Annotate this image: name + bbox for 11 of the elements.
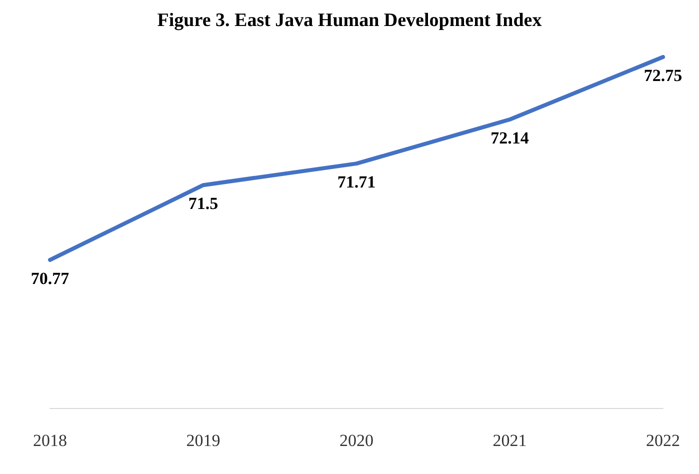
x-tick-label: 2021 [492, 431, 527, 450]
x-tick-label: 2018 [33, 431, 67, 450]
data-label: 71.5 [188, 194, 218, 214]
x-tick-label: 2020 [340, 431, 374, 450]
chart-title: Figure 3. East Java Human Development Index [157, 10, 542, 31]
x-tick-label: 2022 [646, 431, 680, 450]
data-label: 72.14 [490, 128, 530, 148]
data-label: 70.77 [30, 268, 70, 288]
x-tick-label: 2019 [186, 431, 220, 450]
data-label: 71.71 [337, 172, 376, 192]
data-label: 72.75 [644, 66, 682, 85]
